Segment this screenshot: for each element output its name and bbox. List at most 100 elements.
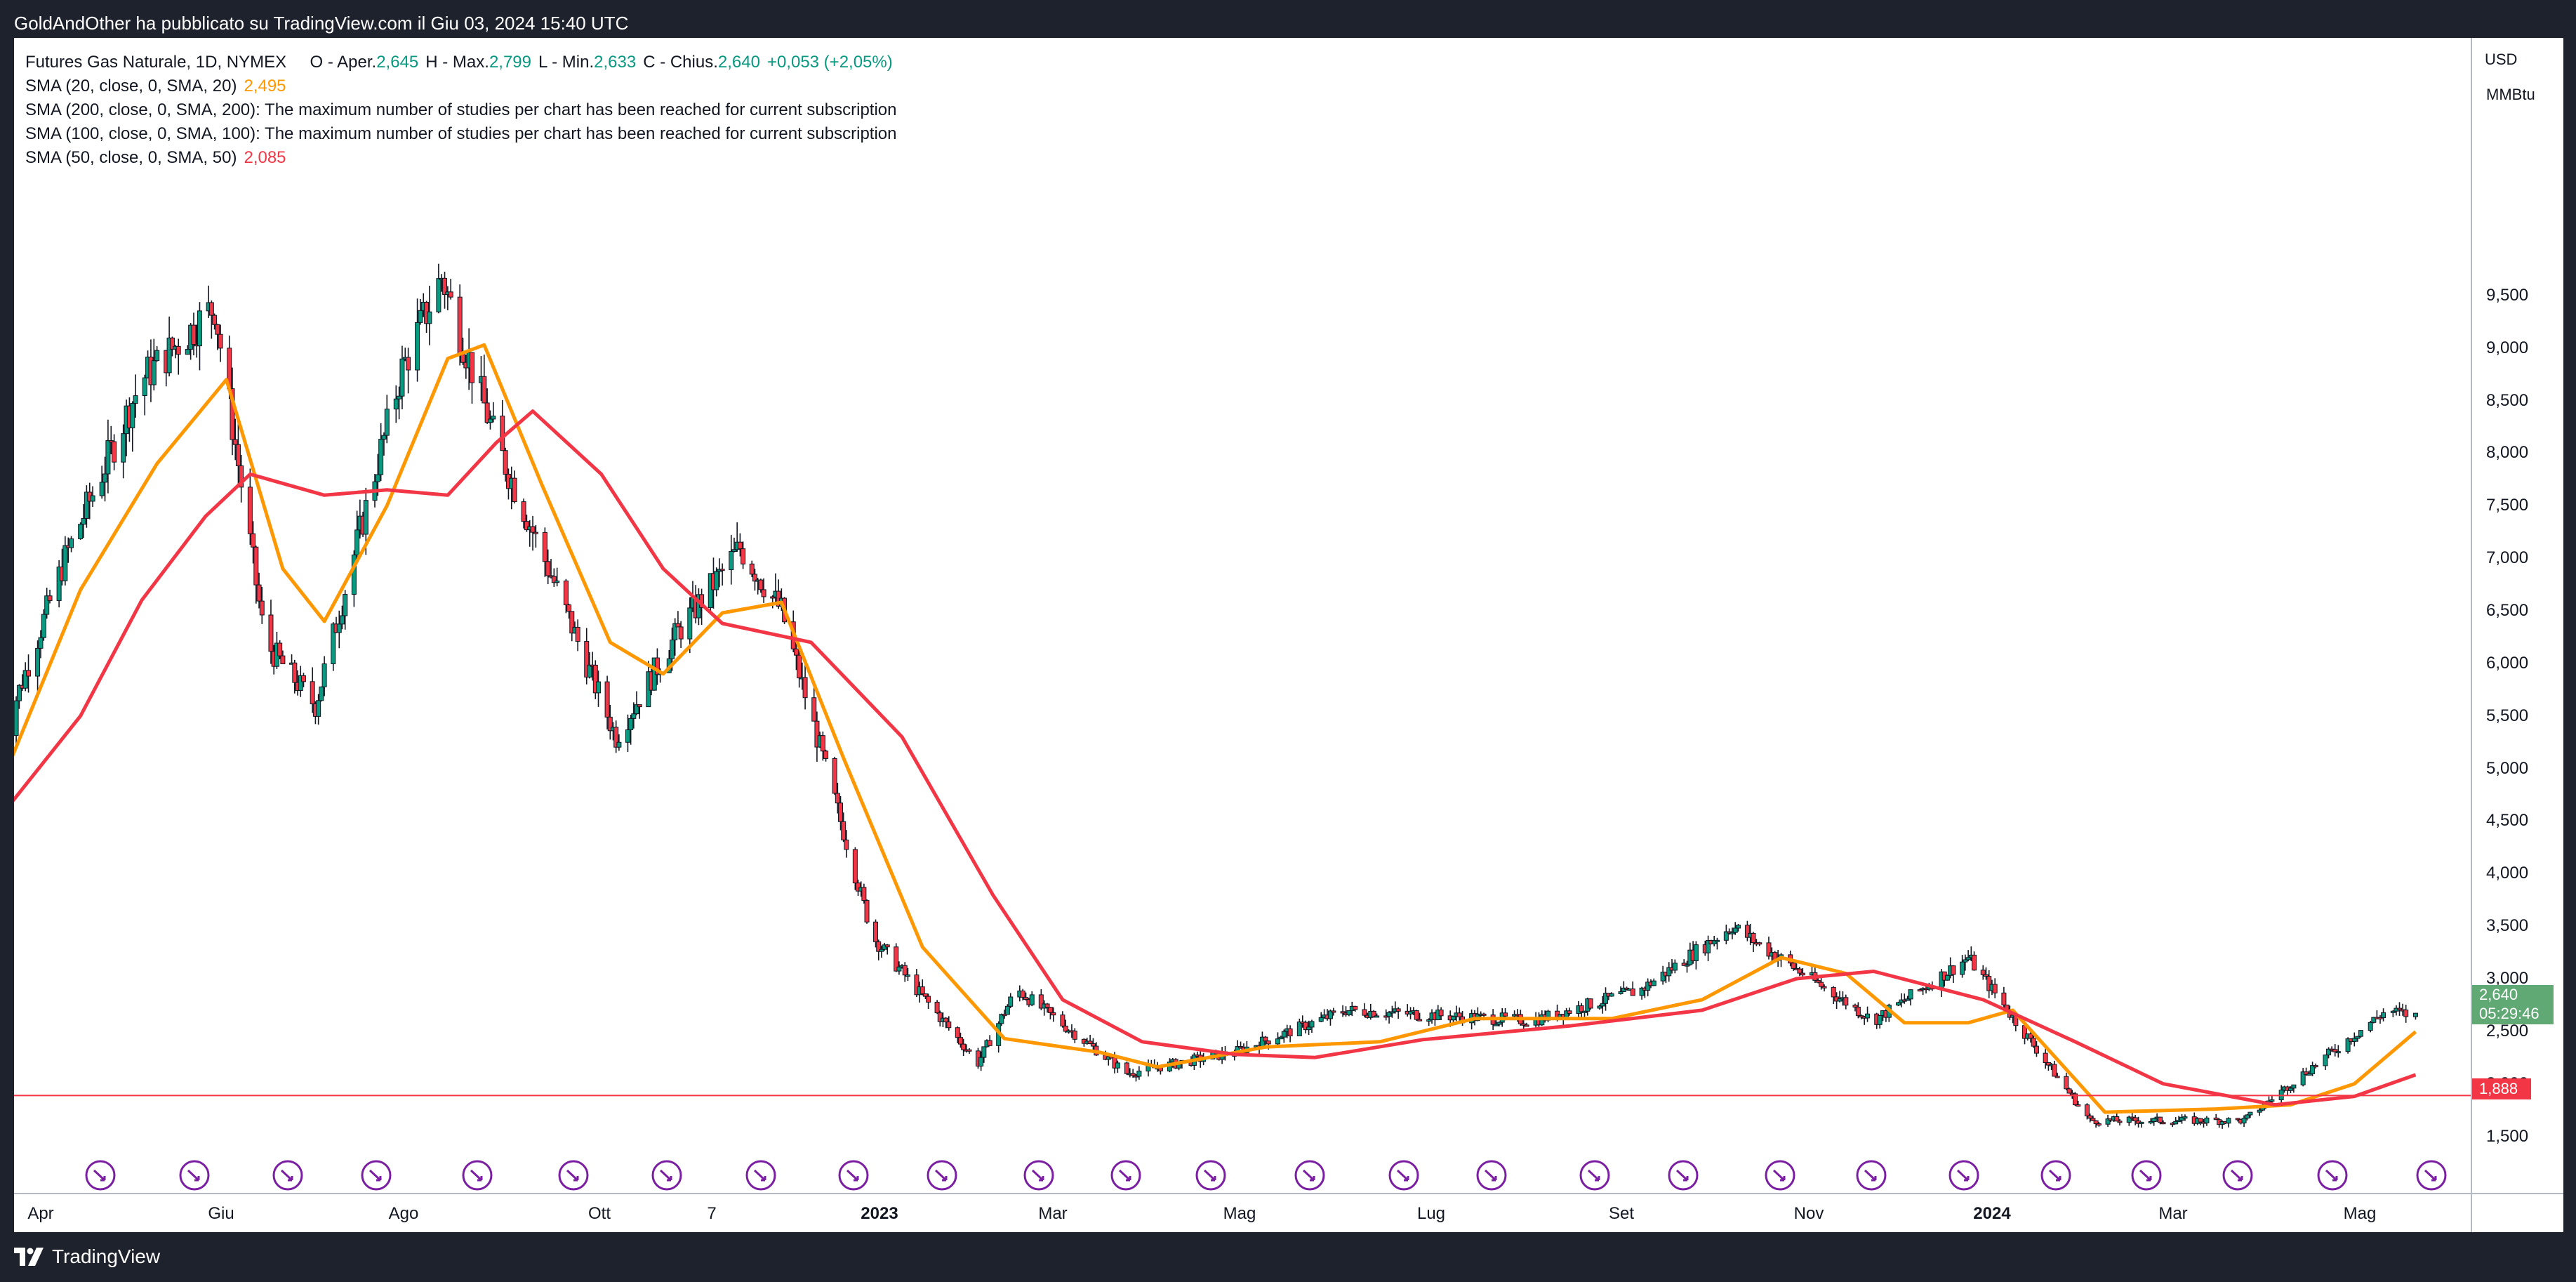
- candle: [169, 336, 175, 357]
- candle: [44, 588, 50, 619]
- candle-body: [321, 663, 327, 687]
- candle: [280, 650, 286, 665]
- candle: [339, 605, 345, 630]
- unit-label[interactable]: MMBtu: [2486, 86, 2535, 103]
- candle-body: [613, 727, 619, 748]
- candle-body: [937, 1012, 943, 1022]
- candle: [1685, 960, 1690, 973]
- candle-body: [1481, 1013, 1487, 1016]
- candle: [436, 263, 441, 314]
- legend-sma200-row[interactable]: SMA (200, close, 0, SMA, 200): The maxim…: [25, 100, 897, 119]
- candle: [2412, 1012, 2418, 1020]
- candle: [961, 1038, 967, 1056]
- candle-body: [584, 641, 590, 678]
- candle: [336, 610, 342, 649]
- sma20-line: [14, 343, 2417, 1114]
- tradingview-logo[interactable]: TradingView: [14, 1245, 160, 1268]
- price-tick-label: 2,500: [2486, 1021, 2529, 1040]
- candle: [628, 715, 634, 745]
- candle: [625, 714, 630, 753]
- candle: [316, 694, 321, 725]
- candle: [876, 939, 882, 960]
- legend-sma20-row[interactable]: SMA (20, close, 0, SMA, 20) 2,495: [25, 74, 896, 98]
- candle-body: [1524, 1024, 1529, 1027]
- candle: [375, 454, 380, 496]
- candle: [2390, 1010, 2396, 1017]
- candle: [569, 611, 575, 642]
- candle: [2090, 1115, 2096, 1121]
- candle-body: [1395, 1008, 1401, 1012]
- candle: [530, 515, 536, 551]
- candle-body: [212, 315, 218, 325]
- candle-body: [861, 887, 867, 901]
- event-marker-icon: [179, 1160, 210, 1191]
- candle: [415, 298, 420, 382]
- candle: [300, 673, 306, 687]
- candle-body: [708, 573, 713, 608]
- candle-body: [761, 589, 766, 597]
- candle: [2381, 1008, 2386, 1022]
- candle-body: [1579, 1005, 1584, 1012]
- events-layer: [85, 1160, 2447, 1191]
- candle-body: [797, 654, 802, 679]
- candle: [946, 1016, 952, 1031]
- candle-body: [1588, 998, 1593, 1009]
- candle: [749, 560, 755, 578]
- legend-sma50-row[interactable]: SMA (50, close, 0, SMA, 50) 2,085: [25, 146, 896, 170]
- candle-body: [555, 580, 560, 583]
- time-axis[interactable]: [14, 1193, 2471, 1234]
- candle-body: [2335, 1051, 2341, 1054]
- candle: [482, 355, 487, 404]
- candle-body: [896, 966, 902, 972]
- legend-sma50-label: SMA (50, close, 0, SMA, 50): [25, 148, 237, 167]
- candle-body: [2204, 1117, 2210, 1123]
- candle-body: [2126, 1116, 2132, 1123]
- candle-body: [587, 664, 592, 678]
- price-tick-label: 3,500: [2486, 916, 2529, 936]
- candle-body: [319, 686, 324, 701]
- chart-pane[interactable]: Futures Gas Naturale, 1D, NYMEX O - Aper…: [14, 38, 2471, 1193]
- candle: [1877, 1015, 1883, 1029]
- candle: [292, 659, 298, 694]
- legend-sma100-row[interactable]: SMA (100, close, 0, SMA, 100): The maxim…: [25, 124, 897, 143]
- candle: [277, 640, 283, 660]
- candle-body: [130, 403, 135, 428]
- candle-body: [2033, 1045, 2039, 1054]
- candle: [844, 830, 849, 858]
- candle-body: [2241, 1118, 2247, 1124]
- candle-body: [418, 310, 423, 323]
- candle-body: [1821, 986, 1827, 989]
- time-tick-label: Set: [1608, 1204, 1635, 1223]
- sma-layer: [14, 343, 2417, 1114]
- candle: [108, 425, 114, 455]
- candle-body: [841, 821, 847, 840]
- candle: [2001, 986, 2007, 1011]
- candle: [1736, 923, 1741, 932]
- candle-body: [714, 571, 719, 590]
- candle: [448, 279, 453, 300]
- candle-body: [1044, 1003, 1050, 1008]
- candle: [919, 979, 925, 996]
- candle-body: [1438, 1010, 1444, 1017]
- candle: [634, 691, 639, 715]
- candle-body: [1751, 932, 1756, 944]
- chart-canvas[interactable]: [14, 38, 2471, 1193]
- candle-body: [749, 563, 755, 575]
- candle-body: [2028, 1033, 2033, 1039]
- candle-body: [2066, 1088, 2072, 1094]
- currency-label[interactable]: USD: [2485, 51, 2518, 68]
- candle: [397, 386, 402, 420]
- candle: [1362, 1003, 1367, 1018]
- candle: [259, 586, 265, 624]
- candle-body: [2151, 1118, 2157, 1122]
- event-marker-icon: [2416, 1160, 2447, 1191]
- candle-body: [1951, 965, 1956, 975]
- candle: [512, 470, 517, 504]
- candle-body: [1831, 986, 1836, 998]
- event-marker-icon: [927, 1160, 957, 1191]
- candle: [1597, 1004, 1602, 1010]
- legend-symbol-row[interactable]: Futures Gas Naturale, 1D, NYMEX O - Aper…: [25, 51, 896, 74]
- axis-corner[interactable]: [2471, 1193, 2563, 1234]
- candle: [978, 1051, 984, 1071]
- candle-body: [2160, 1122, 2166, 1125]
